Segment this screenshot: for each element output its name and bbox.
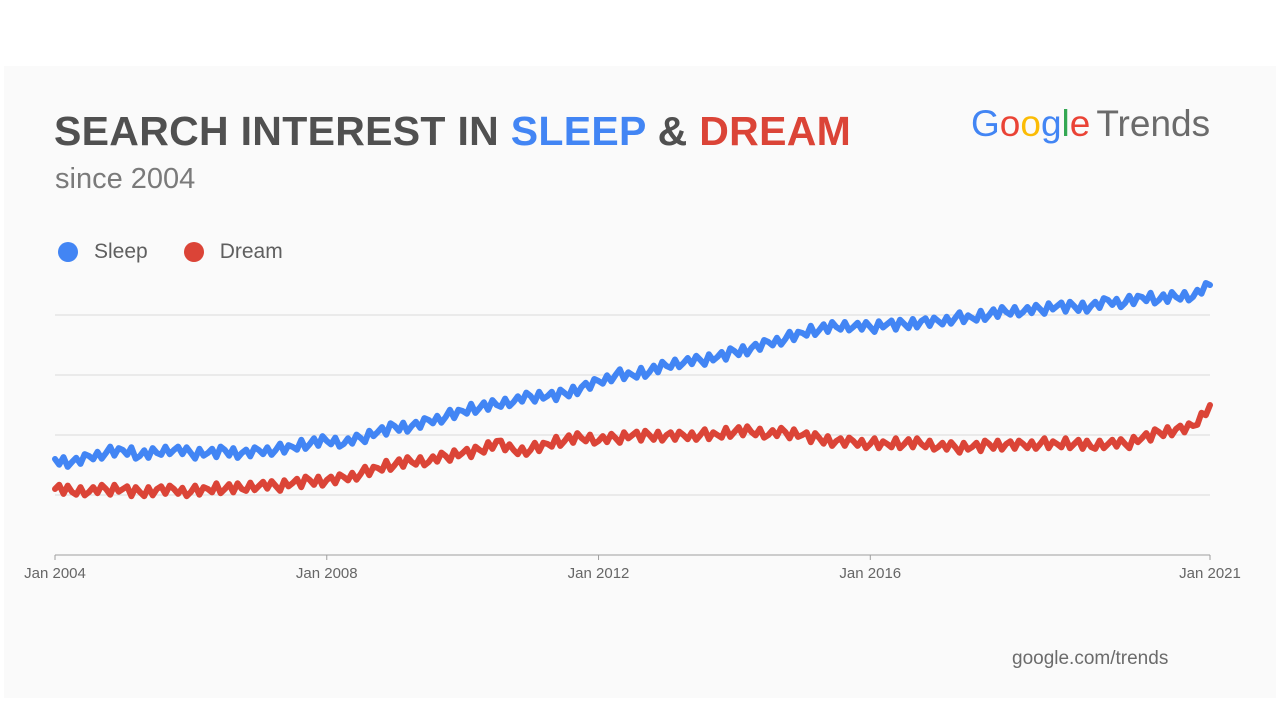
legend-label-dream: Dream [219, 240, 283, 263]
title-sleep: SLEEP [510, 108, 646, 154]
product-name: Trends [1096, 103, 1211, 144]
x-tick-label: Jan 2012 [568, 565, 630, 582]
logo-letter: e [1069, 103, 1091, 144]
chart-title: SEARCH INTEREST IN SLEEP & DREAM [54, 108, 851, 155]
google-logo: Google [971, 103, 1090, 144]
legend-item-dream[interactable]: Dream [183, 240, 283, 264]
chart-legend: Sleep Dream [58, 240, 283, 264]
title-dream: DREAM [699, 108, 852, 154]
logo-letter: o [1020, 103, 1041, 144]
legend-label-sleep: Sleep [94, 240, 148, 263]
x-tick-label: Jan 2016 [839, 565, 901, 582]
series-line-dream [52, 402, 1213, 500]
title-prefix: SEARCH INTEREST IN [54, 108, 511, 154]
google-trends-logo: Google Trends [971, 102, 1210, 146]
chart-subtitle: since 2004 [55, 163, 196, 195]
legend-dot-sleep [58, 242, 78, 262]
logo-letter: o [999, 103, 1021, 144]
source-url[interactable]: google.com/trends [1012, 648, 1169, 669]
legend-item-sleep[interactable]: Sleep [58, 240, 148, 264]
logo-letter: g [1040, 103, 1062, 144]
series-line-sleep [52, 280, 1213, 470]
legend-dot-dream [183, 242, 204, 262]
title-amp: & [645, 108, 700, 154]
logo-letter: G [971, 103, 1000, 144]
x-tick-label: Jan 2008 [296, 565, 358, 582]
chart-card [4, 66, 1276, 698]
x-tick-label: Jan 2021 [1179, 565, 1241, 582]
x-tick-label: Jan 2004 [24, 565, 86, 582]
logo-letter: l [1061, 103, 1070, 144]
